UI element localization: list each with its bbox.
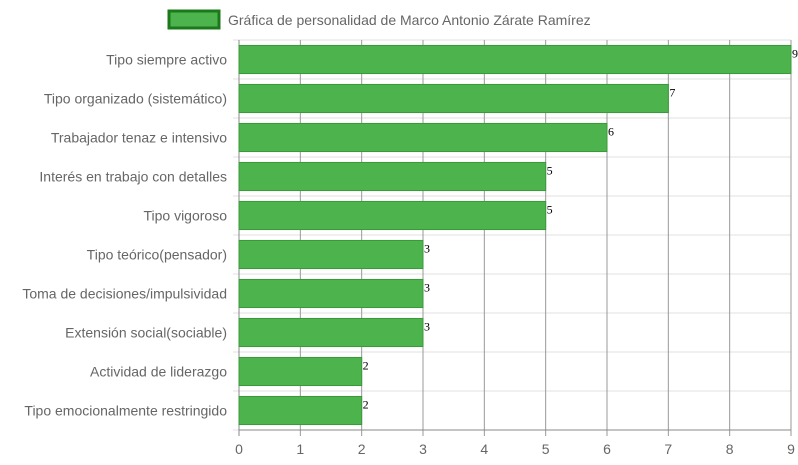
data-label: 7 [669, 86, 675, 100]
data-label: 6 [608, 125, 614, 139]
category-label: Actividad de liderazgo [90, 364, 227, 380]
x-tick-label: 1 [296, 441, 304, 457]
data-label: 2 [363, 398, 369, 412]
data-label: 3 [424, 281, 430, 295]
category-labels: Tipo siempre activo Tipo organizado (sist… [22, 52, 227, 419]
category-label: Trabajador tenaz e intensivo [51, 130, 227, 146]
x-tick-label: 5 [542, 441, 550, 457]
bar[interactable] [238, 161, 547, 192]
data-label: 5 [547, 203, 553, 217]
bar[interactable] [238, 200, 547, 231]
bar[interactable] [238, 356, 363, 387]
data-label: 5 [547, 164, 553, 178]
category-label: Interés en trabajo con detalles [39, 169, 227, 185]
legend-swatch [167, 9, 221, 30]
x-tick-label: 8 [726, 441, 734, 457]
data-labels: 9 7 6 5 5 3 3 3 2 2 [363, 47, 798, 412]
category-label: Tipo organizado (sistemático) [44, 91, 227, 107]
legend-label: Gráfica de personalidad de Marco Antonio… [228, 12, 591, 28]
data-label: 2 [363, 359, 369, 373]
category-label: Tipo siempre activo [106, 52, 227, 68]
bar[interactable] [238, 278, 424, 309]
x-tick-label: 2 [358, 441, 366, 457]
x-tick-label: 6 [603, 441, 611, 457]
bar[interactable] [238, 83, 669, 114]
bars [238, 44, 792, 426]
category-label: Tipo emocionalmente restringido [24, 403, 227, 419]
x-tick-label: 7 [664, 441, 672, 457]
data-label: 3 [424, 242, 430, 256]
legend[interactable]: Gráfica de personalidad de Marco Antonio… [167, 9, 591, 30]
x-tick-label: 9 [787, 441, 795, 457]
x-tick-label: 3 [419, 441, 427, 457]
bar[interactable] [238, 395, 363, 426]
data-label: 9 [792, 47, 798, 61]
category-label: Tipo teórico(pensador) [87, 247, 227, 263]
x-tick-label: 4 [480, 441, 488, 457]
bar[interactable] [238, 239, 424, 270]
category-label: Toma de decisiones/impulsividad [22, 286, 227, 302]
x-axis-ticks: 0 1 2 3 4 5 6 7 8 9 [235, 441, 795, 457]
data-label: 3 [424, 320, 430, 334]
x-tick-label: 0 [235, 441, 243, 457]
bar[interactable] [238, 122, 608, 153]
bar[interactable] [238, 44, 792, 75]
category-label: Extensión social(sociable) [65, 325, 227, 341]
bar[interactable] [238, 317, 424, 348]
category-label: Tipo vigoroso [143, 208, 227, 224]
